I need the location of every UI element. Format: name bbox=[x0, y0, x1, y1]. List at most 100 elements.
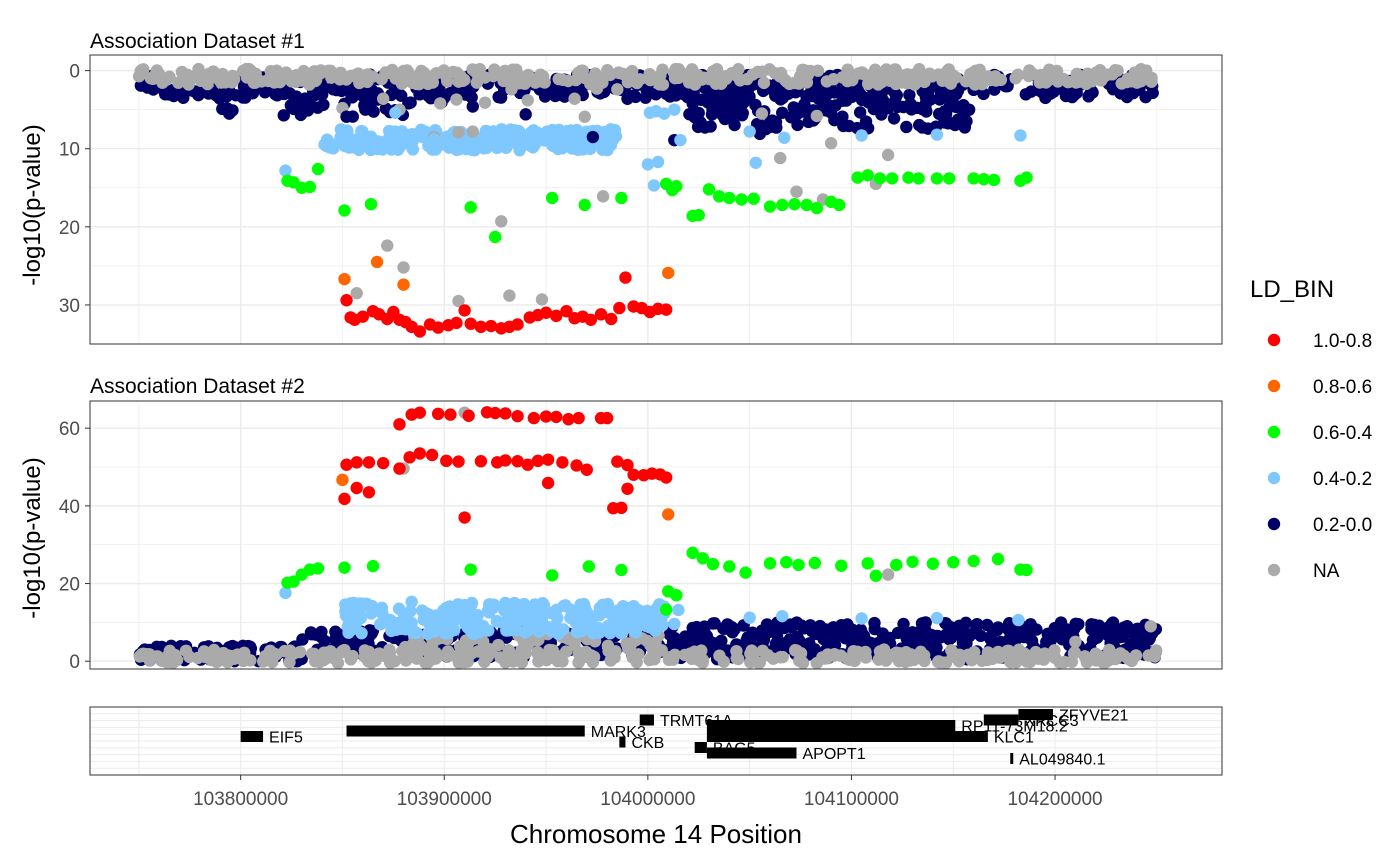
data-point bbox=[974, 629, 987, 643]
data-point bbox=[499, 596, 512, 610]
data-point bbox=[317, 98, 330, 111]
data-point bbox=[287, 102, 300, 116]
gene-label: KLC1 bbox=[994, 730, 1034, 747]
data-point bbox=[466, 100, 479, 113]
data-point bbox=[868, 616, 881, 630]
data-point bbox=[340, 294, 353, 307]
data-point bbox=[698, 121, 712, 134]
data-point bbox=[859, 115, 873, 128]
data-point bbox=[967, 554, 980, 568]
data-point bbox=[406, 143, 420, 156]
panel-1-plot-area bbox=[90, 55, 1222, 344]
data-point bbox=[739, 566, 752, 579]
data-point bbox=[376, 92, 390, 105]
data-point bbox=[643, 67, 656, 81]
data-point bbox=[921, 122, 935, 135]
data-point bbox=[1012, 613, 1025, 627]
data-point bbox=[789, 644, 802, 657]
data-point bbox=[413, 406, 427, 419]
data-point bbox=[353, 136, 366, 149]
data-point bbox=[837, 119, 850, 133]
data-point bbox=[1105, 621, 1119, 635]
data-point bbox=[859, 651, 873, 664]
data-point bbox=[495, 215, 508, 228]
data-point bbox=[499, 407, 512, 420]
data-point bbox=[595, 136, 609, 150]
data-point bbox=[450, 316, 463, 330]
data-point bbox=[442, 620, 455, 633]
gene-body bbox=[1018, 709, 1054, 720]
data-point bbox=[602, 644, 615, 658]
data-point bbox=[519, 108, 532, 121]
data-point bbox=[696, 656, 709, 669]
data-point bbox=[560, 304, 573, 318]
data-point bbox=[419, 606, 433, 620]
x-tick-label: 103900000 bbox=[397, 789, 492, 810]
data-point bbox=[743, 125, 756, 138]
data-point bbox=[295, 71, 308, 84]
data-point bbox=[1021, 624, 1034, 637]
data-point bbox=[1056, 633, 1069, 646]
data-point bbox=[851, 171, 864, 184]
data-point bbox=[855, 129, 868, 142]
data-point bbox=[586, 130, 600, 144]
legend-label: 0.2-0.0 bbox=[1313, 515, 1372, 536]
gene-body bbox=[983, 714, 1019, 726]
data-point bbox=[458, 511, 471, 524]
data-point bbox=[365, 607, 378, 620]
data-point bbox=[800, 198, 813, 212]
data-point bbox=[629, 626, 643, 639]
data-point bbox=[1067, 647, 1081, 660]
data-point bbox=[362, 456, 376, 469]
data-point bbox=[458, 304, 471, 317]
data-point bbox=[881, 148, 895, 162]
data-point bbox=[531, 454, 545, 468]
data-point bbox=[994, 73, 1008, 87]
data-point bbox=[183, 650, 196, 664]
data-point bbox=[647, 179, 661, 192]
data-point bbox=[557, 623, 570, 636]
data-point bbox=[605, 312, 618, 326]
data-point bbox=[749, 156, 762, 169]
legend-label: 0.8-0.6 bbox=[1313, 377, 1372, 398]
data-point bbox=[991, 552, 1005, 566]
data-point bbox=[621, 482, 634, 495]
data-point bbox=[413, 325, 427, 338]
data-point bbox=[988, 83, 1001, 96]
data-point bbox=[480, 139, 493, 152]
data-point bbox=[403, 451, 416, 464]
data-point bbox=[1072, 75, 1086, 88]
data-point bbox=[544, 606, 557, 620]
data-point bbox=[968, 65, 981, 79]
data-point bbox=[717, 622, 730, 635]
data-point bbox=[753, 127, 767, 141]
data-point bbox=[854, 623, 868, 636]
data-point bbox=[924, 93, 937, 106]
data-point bbox=[503, 289, 516, 302]
data-point bbox=[611, 455, 624, 468]
data-point bbox=[315, 625, 328, 639]
data-point bbox=[773, 151, 787, 165]
data-point bbox=[337, 125, 350, 139]
data-point bbox=[559, 599, 572, 612]
data-point bbox=[166, 653, 180, 666]
data-point bbox=[578, 71, 591, 85]
data-point bbox=[1146, 86, 1159, 100]
data-point bbox=[644, 639, 657, 652]
data-point bbox=[311, 162, 325, 176]
data-point bbox=[490, 141, 504, 155]
data-point bbox=[393, 418, 406, 431]
legend-swatch bbox=[1267, 517, 1281, 531]
data-point bbox=[552, 72, 565, 86]
data-point bbox=[490, 67, 503, 81]
data-point bbox=[572, 411, 585, 425]
data-point bbox=[804, 620, 817, 633]
data-point bbox=[811, 64, 825, 77]
data-point bbox=[538, 76, 551, 89]
data-point bbox=[313, 653, 326, 666]
data-point bbox=[409, 130, 423, 144]
data-point bbox=[576, 143, 589, 156]
data-point bbox=[399, 640, 412, 654]
data-point bbox=[763, 623, 777, 636]
x-tick-label: 104000000 bbox=[600, 789, 695, 810]
